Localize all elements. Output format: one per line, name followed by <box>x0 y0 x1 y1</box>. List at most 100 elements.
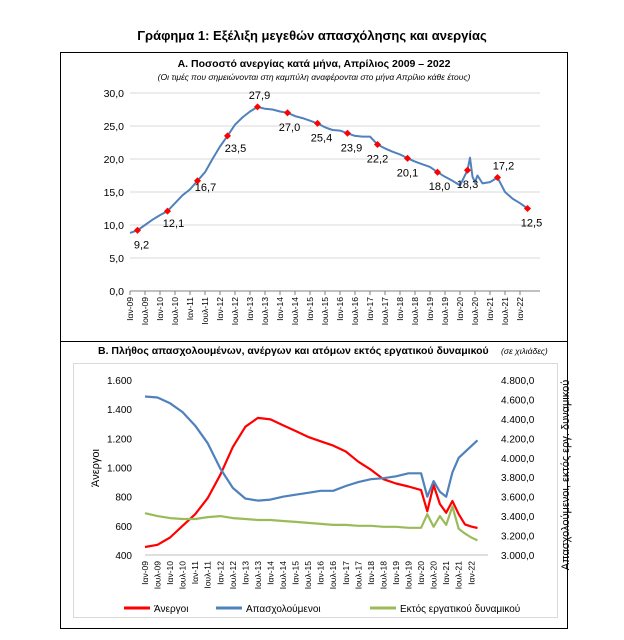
y2-tick-label: 4.400,0 <box>501 415 535 426</box>
x-tick-label: Ιαν-15 <box>291 561 301 585</box>
y-tick-label: 600 <box>115 522 132 533</box>
data-label: 17,2 <box>493 160 514 172</box>
x-tick-label: Ιαν-11 <box>190 561 200 584</box>
x-tick-label: Ιουλ-17 <box>380 297 390 326</box>
x-tick-label: Ιαν-21 <box>441 561 451 585</box>
plot-area-border <box>73 363 558 618</box>
y-tick-label: 30,0 <box>104 88 125 100</box>
panel-b-title: Β. Πλήθος απασχολουμένων, ανέργων και ατ… <box>98 345 489 357</box>
panel-a-subtitle: (Οι τιμές που σημειώνονται στη καμπύλη α… <box>158 72 471 82</box>
data-label: 18,0 <box>429 181 450 193</box>
data-marker <box>343 129 352 137</box>
y-tick-label: 1.600 <box>107 376 132 387</box>
y-tick-label: 25,0 <box>104 121 125 133</box>
x-tick-label: Ιαν-18 <box>395 297 405 321</box>
y-tick-label: 10,0 <box>104 220 125 232</box>
x-tick-label: Ιουλ-18 <box>410 297 420 326</box>
data-label: 20,1 <box>397 167 418 179</box>
unemployment-rate-line <box>129 105 529 234</box>
legend-employed-label: Απασχολούμενοι <box>246 603 321 615</box>
x-tick-label: Ιαν-12 <box>215 297 225 321</box>
legend-unemployed-label: Άνεργοι <box>154 604 188 615</box>
x-tick-label: Ιουλ-16 <box>350 297 360 326</box>
x-tick-label: Ιαν-11 <box>185 297 195 320</box>
x-tick-label: Ιουλ-11 <box>203 561 213 589</box>
x-tick-label: Ιουλ-11 <box>200 297 210 325</box>
x-tick-label: Ιουλ-16 <box>328 561 338 590</box>
data-label: 16,7 <box>195 182 216 194</box>
y2-tick-label: 3.800,0 <box>501 473 535 484</box>
y-tick-label: 15,0 <box>104 187 125 199</box>
x-tick-label: Ιουλ-10 <box>170 297 180 326</box>
x-tick-label: Ιαν-09 <box>125 297 135 321</box>
data-marker <box>373 140 382 149</box>
x-tick-label: Ιουλ-09 <box>140 297 150 326</box>
x-tick-label: Ιαν-17 <box>365 297 375 321</box>
x-tick-label: Ιουλ-19 <box>404 561 414 590</box>
x-tick-label: Ιαν-19 <box>391 561 401 585</box>
x-tick-label: Ιαν-09 <box>140 561 150 585</box>
x-tick-label: Ιουλ-17 <box>353 561 363 590</box>
data-label: 12,1 <box>163 218 184 230</box>
employed-line <box>144 395 479 502</box>
data-label: 27,0 <box>279 122 300 134</box>
unemployed-line <box>144 416 478 549</box>
data-marker <box>283 109 292 117</box>
data-label: 23,5 <box>225 143 246 155</box>
y2-tick-label: 4.200,0 <box>501 434 535 445</box>
data-marker <box>133 226 142 234</box>
x-tick-label: Ιουλ-18 <box>378 561 388 590</box>
y-tick-label: 0,0 <box>109 286 124 298</box>
data-marker <box>223 132 232 140</box>
data-marker <box>493 173 502 182</box>
x-tick-label: Ιουλ-20 <box>470 297 480 326</box>
y-tick-label: 1.000 <box>107 464 132 475</box>
data-marker <box>163 207 172 215</box>
data-label: 25,4 <box>311 132 332 144</box>
data-marker <box>193 177 202 185</box>
x-tick-label: Ιαν-21 <box>485 297 495 321</box>
outer-frame <box>60 52 568 629</box>
x-tick-label: Ιαν-22 <box>466 561 476 585</box>
x-tick-label: Ιουλ-13 <box>253 561 263 590</box>
x-tick-label: Ιαν-10 <box>165 561 175 585</box>
data-label: 18,3 <box>457 179 478 191</box>
x-tick-label: Ιουλ-15 <box>320 297 330 326</box>
data-marker <box>433 168 442 176</box>
x-tick-label: Ιαν-13 <box>245 297 255 321</box>
x-tick-label: Ιουλ-19 <box>440 297 450 326</box>
legend-inactive-label: Εκτός εργατικού δυναμικού <box>400 603 520 615</box>
data-marker <box>253 103 262 111</box>
x-tick-label: Ιαν-13 <box>240 561 250 585</box>
x-tick-label: Ιουλ-14 <box>290 297 300 326</box>
x-tick-label: Ιουλ-10 <box>178 561 188 590</box>
data-marker <box>463 166 472 174</box>
x-tick-label: Ιαν-20 <box>416 561 426 585</box>
inactive-line <box>144 505 478 542</box>
data-label: 9,2 <box>134 239 149 251</box>
x-tick-label: Ιαν-20 <box>455 297 465 321</box>
y-tick-label: 800 <box>115 493 132 504</box>
data-marker <box>313 119 322 127</box>
y2-tick-label: 3.200,0 <box>501 532 535 543</box>
y-tick-label: 20,0 <box>104 154 125 166</box>
chart-main-title: Γράφημα 1: Εξέλιξη μεγεθών απασχόλησης κ… <box>137 28 487 43</box>
data-marker <box>403 154 412 162</box>
x-tick-label: Ιουλ-14 <box>278 561 288 590</box>
x-tick-label: Ιαν-19 <box>425 297 435 321</box>
y-tick-label: 1.200 <box>107 434 132 445</box>
y2-axis-label: Απασχολούμενοι, εκτός εργ. δυναμικού <box>560 380 572 570</box>
x-tick-label: Ιαν-17 <box>341 561 351 585</box>
x-tick-label: Ιουλ-09 <box>153 561 163 590</box>
x-tick-label: Ιαν-22 <box>515 297 525 321</box>
y2-tick-label: 4.000,0 <box>501 454 535 465</box>
panel-a-title: Α. Ποσοστό ανεργίας κατά μήνα, Απρίλιος … <box>178 58 451 70</box>
y2-tick-label: 3.600,0 <box>501 493 535 504</box>
x-tick-label: Ιαν-12 <box>215 561 225 585</box>
x-tick-label: Ιαν-15 <box>305 297 315 321</box>
x-tick-label: Ιαν-16 <box>316 561 326 585</box>
x-tick-label: Ιαν-18 <box>366 561 376 585</box>
x-tick-label: Ιουλ-12 <box>230 297 240 326</box>
panel-b-unit-note: (σε χιλιάδες) <box>501 346 548 356</box>
